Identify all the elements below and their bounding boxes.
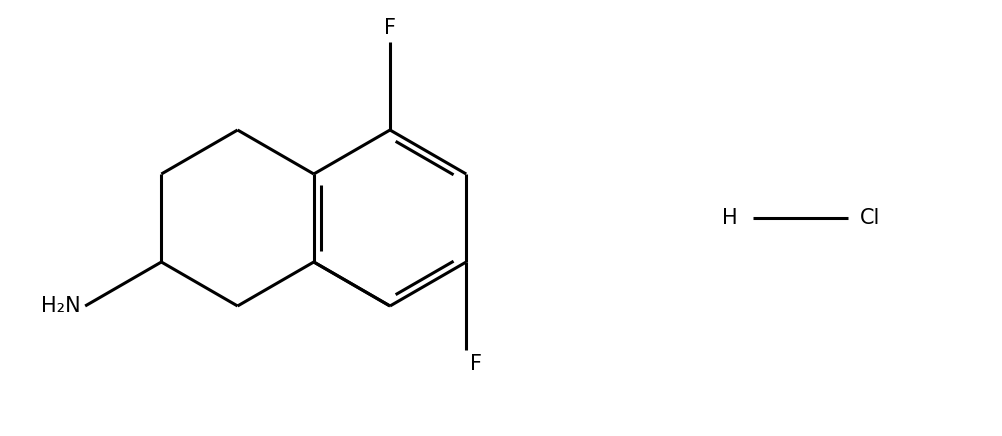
Text: F: F [470, 354, 482, 374]
Text: F: F [384, 18, 396, 38]
Text: Cl: Cl [859, 208, 880, 228]
Text: H: H [721, 208, 737, 228]
Text: H₂N: H₂N [40, 296, 80, 316]
